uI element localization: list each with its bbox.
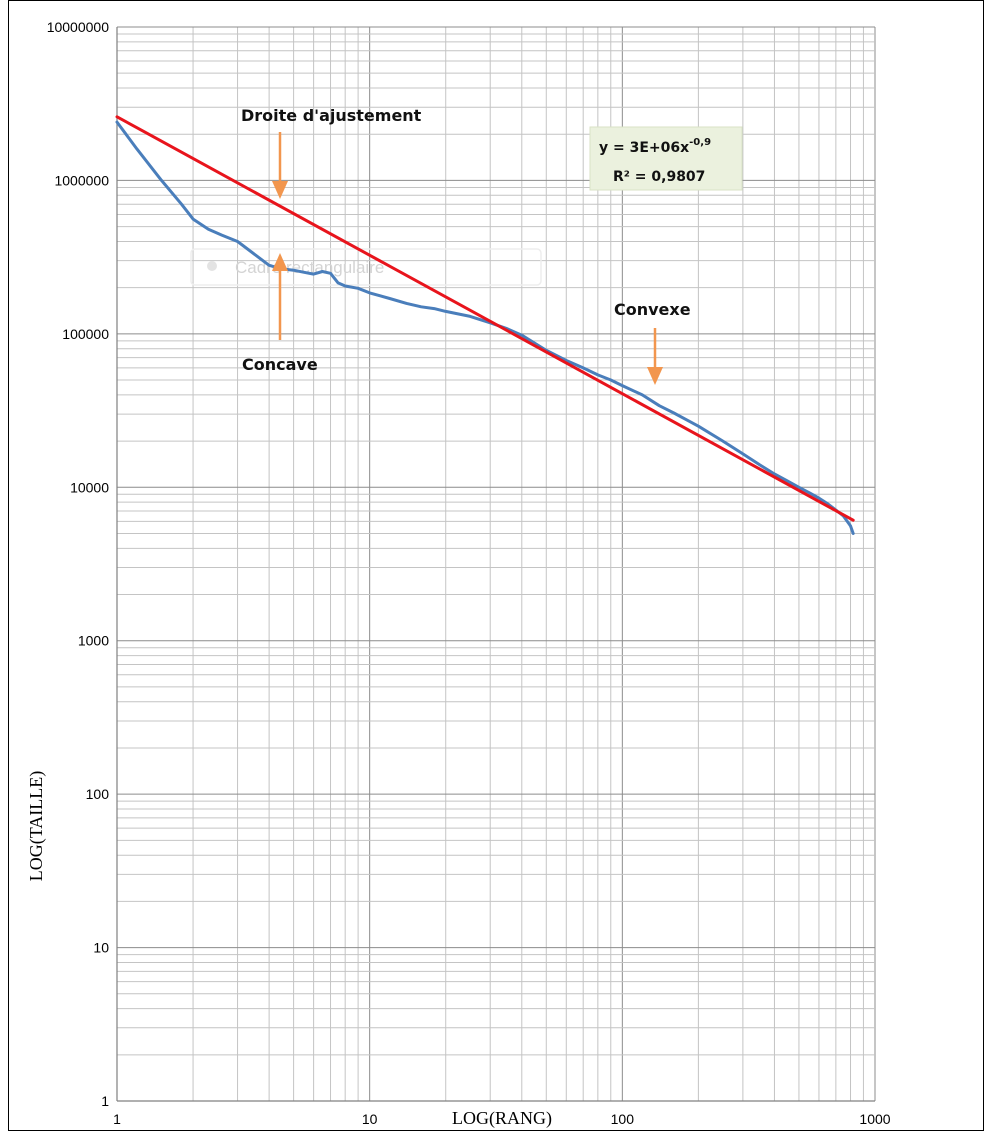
- ghost-legend-label: Cadre rectangulaire: [235, 258, 384, 277]
- y-tick-label: 10000000: [47, 19, 110, 35]
- y-tick-label: 100: [86, 786, 110, 802]
- series-layer: [115, 115, 855, 535]
- y-tick-label: 100000: [62, 326, 109, 342]
- x-axis-title: LOG(RANG): [452, 1108, 552, 1129]
- ghost-legend: Cadre rectangulaire: [190, 248, 542, 286]
- convexe-label: Convexe: [614, 300, 691, 319]
- concave-label: Concave: [242, 355, 318, 374]
- arrow-concave: [272, 253, 288, 340]
- tick-labels: 1 10 100 1000 1 10 100 1000 10000 100000 1000000 10…: [47, 19, 891, 1127]
- r-squared-text: R² = 0,9807: [613, 169, 705, 185]
- x-tick-label: 1: [113, 1111, 121, 1127]
- arrow-fit-line: [272, 132, 288, 199]
- equation-exponent: -0,9: [689, 137, 711, 148]
- y-axis-title: LOG(TAILLE): [26, 771, 47, 882]
- x-tick-label: 100: [611, 1111, 635, 1127]
- y-tick-label: 10000: [70, 479, 109, 495]
- y-tick-label: 1000000: [54, 172, 109, 188]
- fit-line-label: Droite d'ajustement: [241, 106, 422, 125]
- log-log-chart: Cadre rectangulaire 1 10 100 1000 1 10 100 1000…: [26, 19, 891, 1129]
- ghost-legend-dot: [207, 261, 217, 271]
- chart-frame: Cadre rectangulaire 1 10 100 1000 1 10 100 1000…: [8, 0, 984, 1131]
- y-tick-label: 1000: [78, 633, 109, 649]
- x-tick-label: 1000: [859, 1111, 890, 1127]
- equation-text: y = 3E+06x-0,9: [599, 137, 711, 156]
- ghost-legend-box: [190, 248, 542, 286]
- y-tick-label: 1: [101, 1093, 109, 1109]
- y-tick-label: 10: [93, 940, 109, 956]
- arrow-convexe: [647, 328, 663, 385]
- annotations: Droite d'ajustement Concave Convexe y = …: [241, 106, 743, 385]
- grid: [116, 26, 876, 1102]
- x-tick-label: 10: [362, 1111, 378, 1127]
- fit-line: [115, 115, 855, 522]
- equation-box: y = 3E+06x-0,9 R² = 0,9807: [589, 126, 743, 191]
